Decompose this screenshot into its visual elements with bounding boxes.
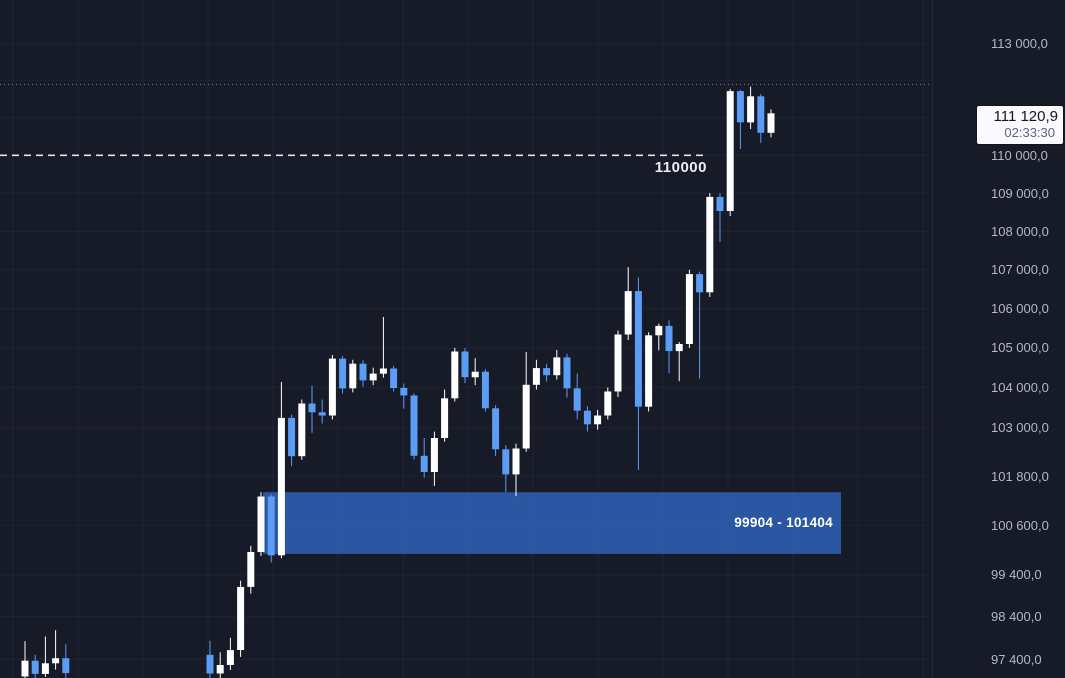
candle [512, 443, 520, 497]
price-axis-label: 105 000,0 [991, 340, 1049, 355]
candle [614, 330, 622, 398]
candle [430, 431, 438, 486]
price-axis-label: 107 000,0 [991, 262, 1049, 277]
price-axis-label: 103 000,0 [991, 420, 1049, 435]
candle [226, 637, 234, 671]
candle [502, 445, 510, 492]
candle [318, 399, 326, 424]
candle [492, 405, 500, 457]
candle [267, 494, 275, 563]
candle [62, 644, 70, 678]
candle [767, 109, 775, 138]
candle [726, 88, 734, 216]
candle [237, 580, 245, 657]
candle [441, 389, 449, 442]
last-price-badge: 111 120,9 02:33:30 [977, 106, 1063, 144]
candle [634, 277, 642, 470]
candle [583, 406, 591, 432]
candle [420, 438, 428, 478]
candle [379, 316, 387, 378]
price-axis-label: 113 000,0 [991, 36, 1048, 51]
candle [481, 369, 489, 412]
candlestick-chart[interactable] [0, 0, 932, 678]
candle [400, 383, 408, 409]
chart-plot-area[interactable] [0, 0, 932, 678]
countdown-timer: 02:33:30 [1004, 125, 1055, 140]
price-axis-label: 109 000,0 [991, 186, 1049, 201]
candle [21, 641, 29, 678]
price-axis-label: 101 800,0 [991, 469, 1049, 484]
candle [645, 332, 653, 412]
candle [624, 267, 632, 341]
candle [359, 360, 367, 387]
candle [706, 193, 714, 297]
price-axis-label: 98 400,0 [991, 609, 1042, 624]
price-axis-label: 108 000,0 [991, 224, 1049, 239]
candle [277, 382, 285, 559]
last-price-value: 111 120,9 [993, 108, 1058, 125]
candle [675, 342, 683, 382]
candle [206, 640, 214, 678]
candle [31, 654, 39, 678]
candle [369, 367, 377, 386]
candle [216, 652, 224, 678]
price-axis-label: 99 400,0 [991, 567, 1042, 582]
candle [747, 86, 755, 129]
candle [573, 373, 581, 420]
candle [288, 414, 296, 467]
price-axis-label: 100 600,0 [991, 518, 1049, 533]
candle [41, 636, 49, 677]
candle [349, 359, 357, 393]
price-axis-label: 104 000,0 [991, 380, 1049, 395]
candle [543, 363, 551, 382]
candle [553, 349, 561, 380]
price-axis-label: 110 000,0 [991, 148, 1048, 163]
candle [716, 193, 724, 242]
candle [257, 492, 265, 557]
candle [451, 347, 459, 402]
supply-demand-zone[interactable] [263, 492, 841, 554]
candle [665, 320, 673, 374]
candle [339, 355, 347, 394]
candle [461, 348, 469, 384]
candle [604, 387, 612, 420]
price-axis-label: 97 400,0 [991, 652, 1042, 667]
candle [247, 545, 255, 594]
price-axis-label: 106 000,0 [991, 301, 1049, 316]
candle [655, 323, 663, 351]
candle [522, 351, 530, 452]
candle [685, 269, 693, 348]
candle [736, 90, 744, 149]
candle [328, 355, 336, 420]
candle [308, 385, 316, 433]
candle [696, 271, 704, 379]
price-axis[interactable]: 113 000,0 110 000,0 109 000,0 108 000,0 107 … [932, 0, 1065, 678]
candle [757, 94, 765, 143]
candle [52, 630, 60, 670]
candle [471, 358, 479, 386]
candle [563, 353, 571, 398]
candle [390, 365, 398, 392]
candle [298, 399, 306, 460]
candle [410, 393, 418, 460]
candle [532, 359, 540, 390]
candle [594, 409, 602, 430]
